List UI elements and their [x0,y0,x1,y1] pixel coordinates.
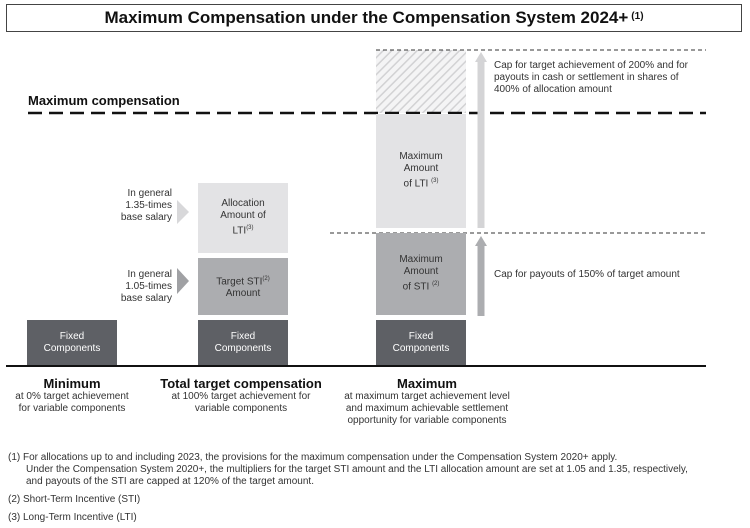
title-footnote-mark: (1) [631,10,644,22]
footnote-1-cont: Under the Compensation System 2020+, the… [26,464,688,475]
footnote-1-cont2: and payouts of the STI are capped at 120… [26,476,314,487]
footnote-3: (3) Long-Term Incentive (LTI) [8,512,137,523]
target-sti-line1: Target STI(2) [216,275,270,288]
allocation-lti-box: Allocation Amount of LTI(3) [198,183,288,253]
max-lti-line1: Maximum [399,151,443,163]
max-sti-line3: of STI (2) [402,281,440,293]
fixed-box-min: Fixed Components [27,320,117,365]
target-sti-box: Target STI(2) Amount [198,258,288,315]
max-lti-box: Maximum Amount of LTI (3) [376,114,466,228]
allocation-line3: LTI(3) [232,225,254,237]
max-comp-label: Maximum compensation [28,93,180,108]
arrow-sti-head [475,236,487,246]
chevron-lti-icon [177,200,189,224]
column-target: Total target compensation at 100% target… [148,376,334,415]
arrow-lti-head [475,52,487,62]
footnote-2: (2) Short-Term Incentive (STI) [8,494,141,505]
multiplier-sti-label: In general 1.05-times base salary [120,269,172,304]
cap-lti-label: Cap for target achievement of 200% and f… [494,60,689,95]
fixed-label: Fixed Components [43,330,101,354]
max-sti-line2: Amount [403,266,439,278]
fixed-label: Fixed Components [214,330,272,354]
column-minimum: Minimum at 0% target achievement for var… [0,376,144,415]
column-maximum: Maximum at maximum target achievement le… [336,376,518,427]
title-box: Maximum Compensation under the Compensat… [6,4,742,32]
hatch-area [376,50,466,113]
max-lti-line2: Amount [403,163,439,175]
max-sti-box: Maximum Amount of STI (2) [376,233,466,315]
max-sti-line1: Maximum [399,254,443,266]
target-sti-line2: Amount [225,288,261,300]
multiplier-lti-label: In general 1.35-times base salary [120,188,172,223]
footnote-1: (1) For allocations up to and including … [8,452,618,463]
fixed-label: Fixed Components [392,330,450,354]
chevron-sti-icon [177,268,189,294]
column-title: Total target compensation [160,376,322,391]
footnotes: (1) For allocations up to and including … [8,452,744,524]
cap-sti-label: Cap for payouts of 150% of target amount [494,269,680,280]
column-title: Maximum [397,376,457,391]
column-title: Minimum [43,376,101,391]
max-lti-line3: of LTI (3) [403,178,439,190]
allocation-line2: Amount of [220,210,266,222]
page-title: Maximum Compensation under the Compensat… [104,8,629,27]
fixed-box-target: Fixed Components [198,320,288,365]
allocation-line1: Allocation [221,198,265,210]
fixed-box-max: Fixed Components [376,320,466,365]
